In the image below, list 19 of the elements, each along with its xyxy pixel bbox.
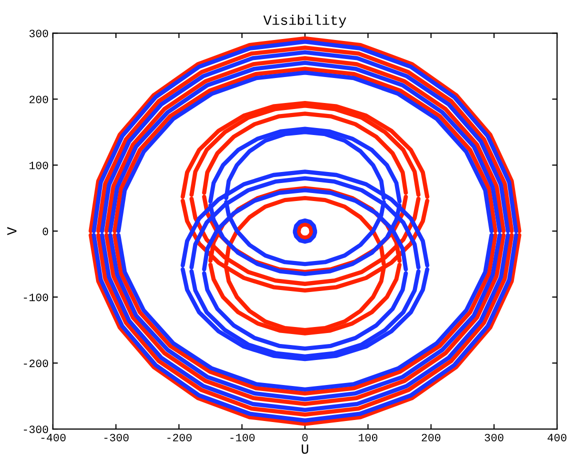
x-tick-label: -400 — [41, 434, 66, 442]
x-tick-label: 200 — [422, 434, 440, 442]
y-axis-title: V — [7, 226, 16, 236]
y-tick-label: -200 — [24, 360, 48, 368]
x-axis-title: U — [302, 444, 308, 454]
chart-title: Visibility — [263, 14, 346, 28]
y-tick-label: 100 — [30, 162, 48, 170]
y-tick-label: 300 — [29, 30, 48, 38]
x-tick-label: -100 — [230, 434, 255, 442]
x-tick-label: 100 — [358, 434, 378, 442]
y-tick-label: -300 — [24, 426, 48, 434]
y-tick-label: 0 — [42, 228, 48, 236]
y-tick-label: 200 — [30, 96, 48, 104]
x-tick-label: -200 — [167, 434, 192, 442]
x-tick-label: -300 — [104, 434, 129, 442]
x-tick-label: 400 — [548, 434, 566, 442]
x-tick-label: 0 — [302, 434, 308, 442]
x-tick-label: 300 — [484, 434, 504, 442]
y-tick-label: -100 — [24, 294, 48, 302]
